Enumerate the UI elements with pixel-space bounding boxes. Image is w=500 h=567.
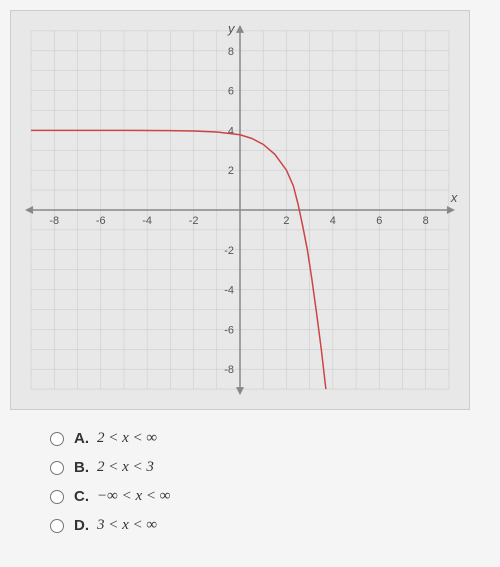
svg-text:4: 4 bbox=[228, 125, 234, 137]
choice-letter: D. bbox=[74, 517, 89, 534]
choice-text: 2 < x < 3 bbox=[97, 459, 154, 476]
graph-plot: -8 -6 -4 -2 2 4 6 8 -8 -6 -4 -2 2 4 6 8 x y bbox=[10, 10, 470, 410]
svg-text:-8: -8 bbox=[49, 215, 59, 227]
choice-b[interactable]: B. 2 < x < 3 bbox=[50, 459, 490, 476]
choice-letter: C. bbox=[74, 488, 89, 505]
answer-choices: A. 2 < x < ∞ B. 2 < x < 3 C. −∞ < x < ∞ … bbox=[50, 430, 490, 534]
radio-d[interactable] bbox=[50, 519, 64, 533]
radio-b[interactable] bbox=[50, 461, 64, 475]
svg-text:8: 8 bbox=[228, 46, 234, 58]
svg-text:8: 8 bbox=[423, 215, 429, 227]
choice-a[interactable]: A. 2 < x < ∞ bbox=[50, 430, 490, 447]
svg-text:6: 6 bbox=[228, 86, 234, 98]
svg-text:2: 2 bbox=[283, 215, 289, 227]
svg-text:x: x bbox=[450, 190, 458, 205]
choice-d[interactable]: D. 3 < x < ∞ bbox=[50, 517, 490, 534]
svg-text:-4: -4 bbox=[224, 285, 234, 297]
radio-a[interactable] bbox=[50, 432, 64, 446]
choice-letter: A. bbox=[74, 430, 89, 447]
choice-text: −∞ < x < ∞ bbox=[97, 488, 170, 505]
svg-text:-6: -6 bbox=[224, 324, 234, 336]
svg-text:6: 6 bbox=[376, 215, 382, 227]
svg-text:4: 4 bbox=[330, 215, 336, 227]
radio-c[interactable] bbox=[50, 490, 64, 504]
svg-text:-2: -2 bbox=[189, 215, 199, 227]
svg-text:y: y bbox=[227, 21, 236, 36]
svg-text:-2: -2 bbox=[224, 245, 234, 257]
choice-c[interactable]: C. −∞ < x < ∞ bbox=[50, 488, 490, 505]
svg-text:2: 2 bbox=[228, 165, 234, 177]
choice-letter: B. bbox=[74, 459, 89, 476]
svg-text:-8: -8 bbox=[224, 364, 234, 376]
svg-text:-6: -6 bbox=[96, 215, 106, 227]
choice-text: 2 < x < ∞ bbox=[97, 430, 157, 447]
choice-text: 3 < x < ∞ bbox=[97, 517, 157, 534]
svg-text:-4: -4 bbox=[142, 215, 152, 227]
